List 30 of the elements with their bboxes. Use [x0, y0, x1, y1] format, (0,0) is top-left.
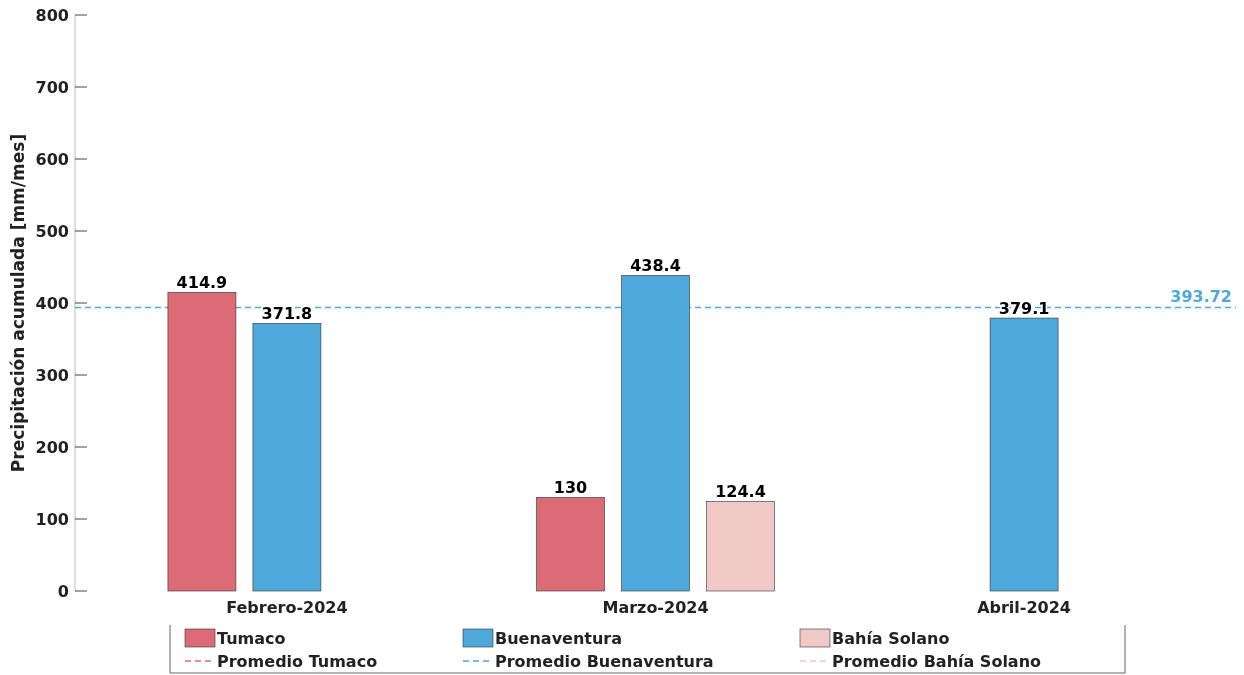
- data-label: 438.4: [630, 256, 681, 276]
- x-tick-label: Abril-2024: [977, 598, 1072, 617]
- bar: [706, 501, 775, 592]
- y-tick-label: 400: [35, 293, 69, 313]
- bar: [536, 497, 605, 592]
- y-tick-label: 700: [35, 77, 69, 97]
- legend-label: Tumaco: [217, 628, 286, 648]
- legend-label: Bahía Solano: [832, 628, 950, 648]
- bar: [252, 323, 322, 592]
- data-label: 124.4: [715, 482, 766, 502]
- y-tick-label: 200: [35, 437, 69, 457]
- legend-label: Promedio Tumaco: [217, 651, 378, 671]
- legend-label: Buenaventura: [495, 628, 623, 648]
- legend-label: Promedio Bahía Solano: [832, 651, 1042, 671]
- data-label: 371.8: [261, 304, 313, 324]
- x-tick-label: Febrero-2024: [226, 598, 348, 617]
- y-tick-label: 500: [35, 221, 69, 241]
- data-label: 414.9: [176, 273, 228, 293]
- legend-label: Promedio Buenaventura: [495, 651, 714, 671]
- y-tick-label: 800: [35, 5, 69, 25]
- bar: [167, 291, 237, 592]
- y-axis-title: Precipitación acumulada [mm/mes]: [8, 133, 28, 473]
- y-tick-label: 600: [35, 149, 69, 169]
- data-label: 130: [553, 478, 588, 498]
- y-tick-label: 100: [35, 509, 69, 529]
- x-tick-label: Marzo-2024: [602, 598, 709, 617]
- bar: [989, 317, 1059, 592]
- y-tick-label: 0: [57, 581, 69, 601]
- ref-line-label: 393.72: [1170, 286, 1232, 306]
- y-tick-label: 300: [35, 365, 69, 385]
